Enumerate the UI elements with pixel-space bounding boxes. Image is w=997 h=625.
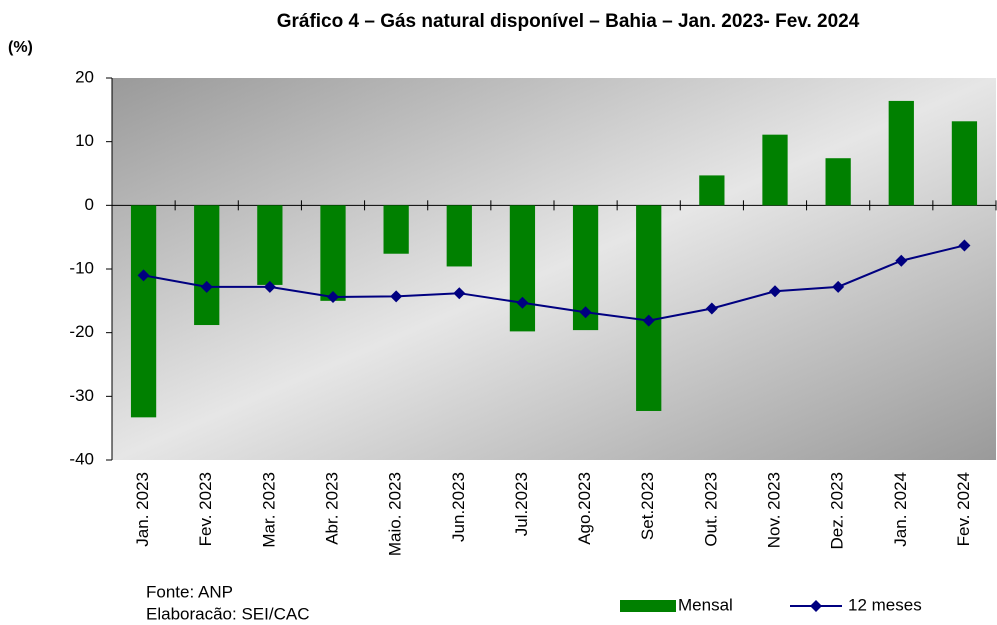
y-tick-label: 0 [85,195,94,214]
marker [769,285,781,298]
chart-title: Gráfico 4 – Gás natural disponível – Bah… [277,11,860,32]
x-tick-label: Jan. 2024 [891,472,910,547]
marker [453,287,466,300]
marker [327,291,339,304]
marker [137,269,150,282]
marker [516,296,529,309]
x-tick-label: Maio. 2023 [386,472,405,556]
bar [130,205,157,418]
line [143,244,965,322]
y-tick-label: -40 [69,449,94,468]
bar [636,205,662,411]
y-tick-label: 10 [75,131,94,150]
marker [579,306,592,319]
bar [509,205,536,332]
y-tick-label: -10 [69,258,94,277]
plot-area [112,78,996,460]
marker [263,280,276,293]
x-tick-label: Out. 2023 [701,472,720,547]
x-tick-label: Mar. 2023 [259,472,278,548]
x-tick-label: Jul.2023 [512,472,531,536]
y-tick-label: 20 [75,67,94,86]
bar [257,205,283,285]
y-tick-label: -30 [69,386,94,405]
bar [951,121,978,206]
x-tick-label: Nov. 2023 [764,472,783,548]
x-tick-label: Dez. 2023 [828,472,847,550]
legend-swatch [810,600,822,612]
legend-label: Mensal [678,595,733,614]
marker [642,314,655,327]
x-tick-label: Ago.2023 [575,472,594,545]
x-tick-label: Abr. 2023 [322,472,341,545]
bar [194,205,220,326]
bar [446,205,472,267]
bar [383,205,409,254]
marker [200,280,213,293]
x-tick-label: Jan. 2023 [133,472,152,547]
x-tick-label: Jun.2023 [449,472,468,542]
x-tick-label: Fev. 2023 [196,472,215,546]
y-tick-label: -20 [69,322,94,341]
bar [825,158,851,206]
marker [958,239,971,252]
marker [390,290,403,303]
source-note: Fonte: ANP [146,582,233,601]
legend-swatch [620,600,676,612]
y-axis-label: (%) [8,39,33,56]
marker [832,280,845,293]
bar [762,134,788,206]
x-tick-label: Fev. 2024 [954,472,973,546]
bar [699,175,725,206]
legend-label: 12 meses [848,595,922,614]
source-note: Elaboracão: SEI/CAC [146,604,309,623]
bar [888,100,914,206]
x-tick-label: Set.2023 [638,472,657,540]
marker [705,302,718,315]
marker [895,254,908,267]
bar [320,205,346,301]
